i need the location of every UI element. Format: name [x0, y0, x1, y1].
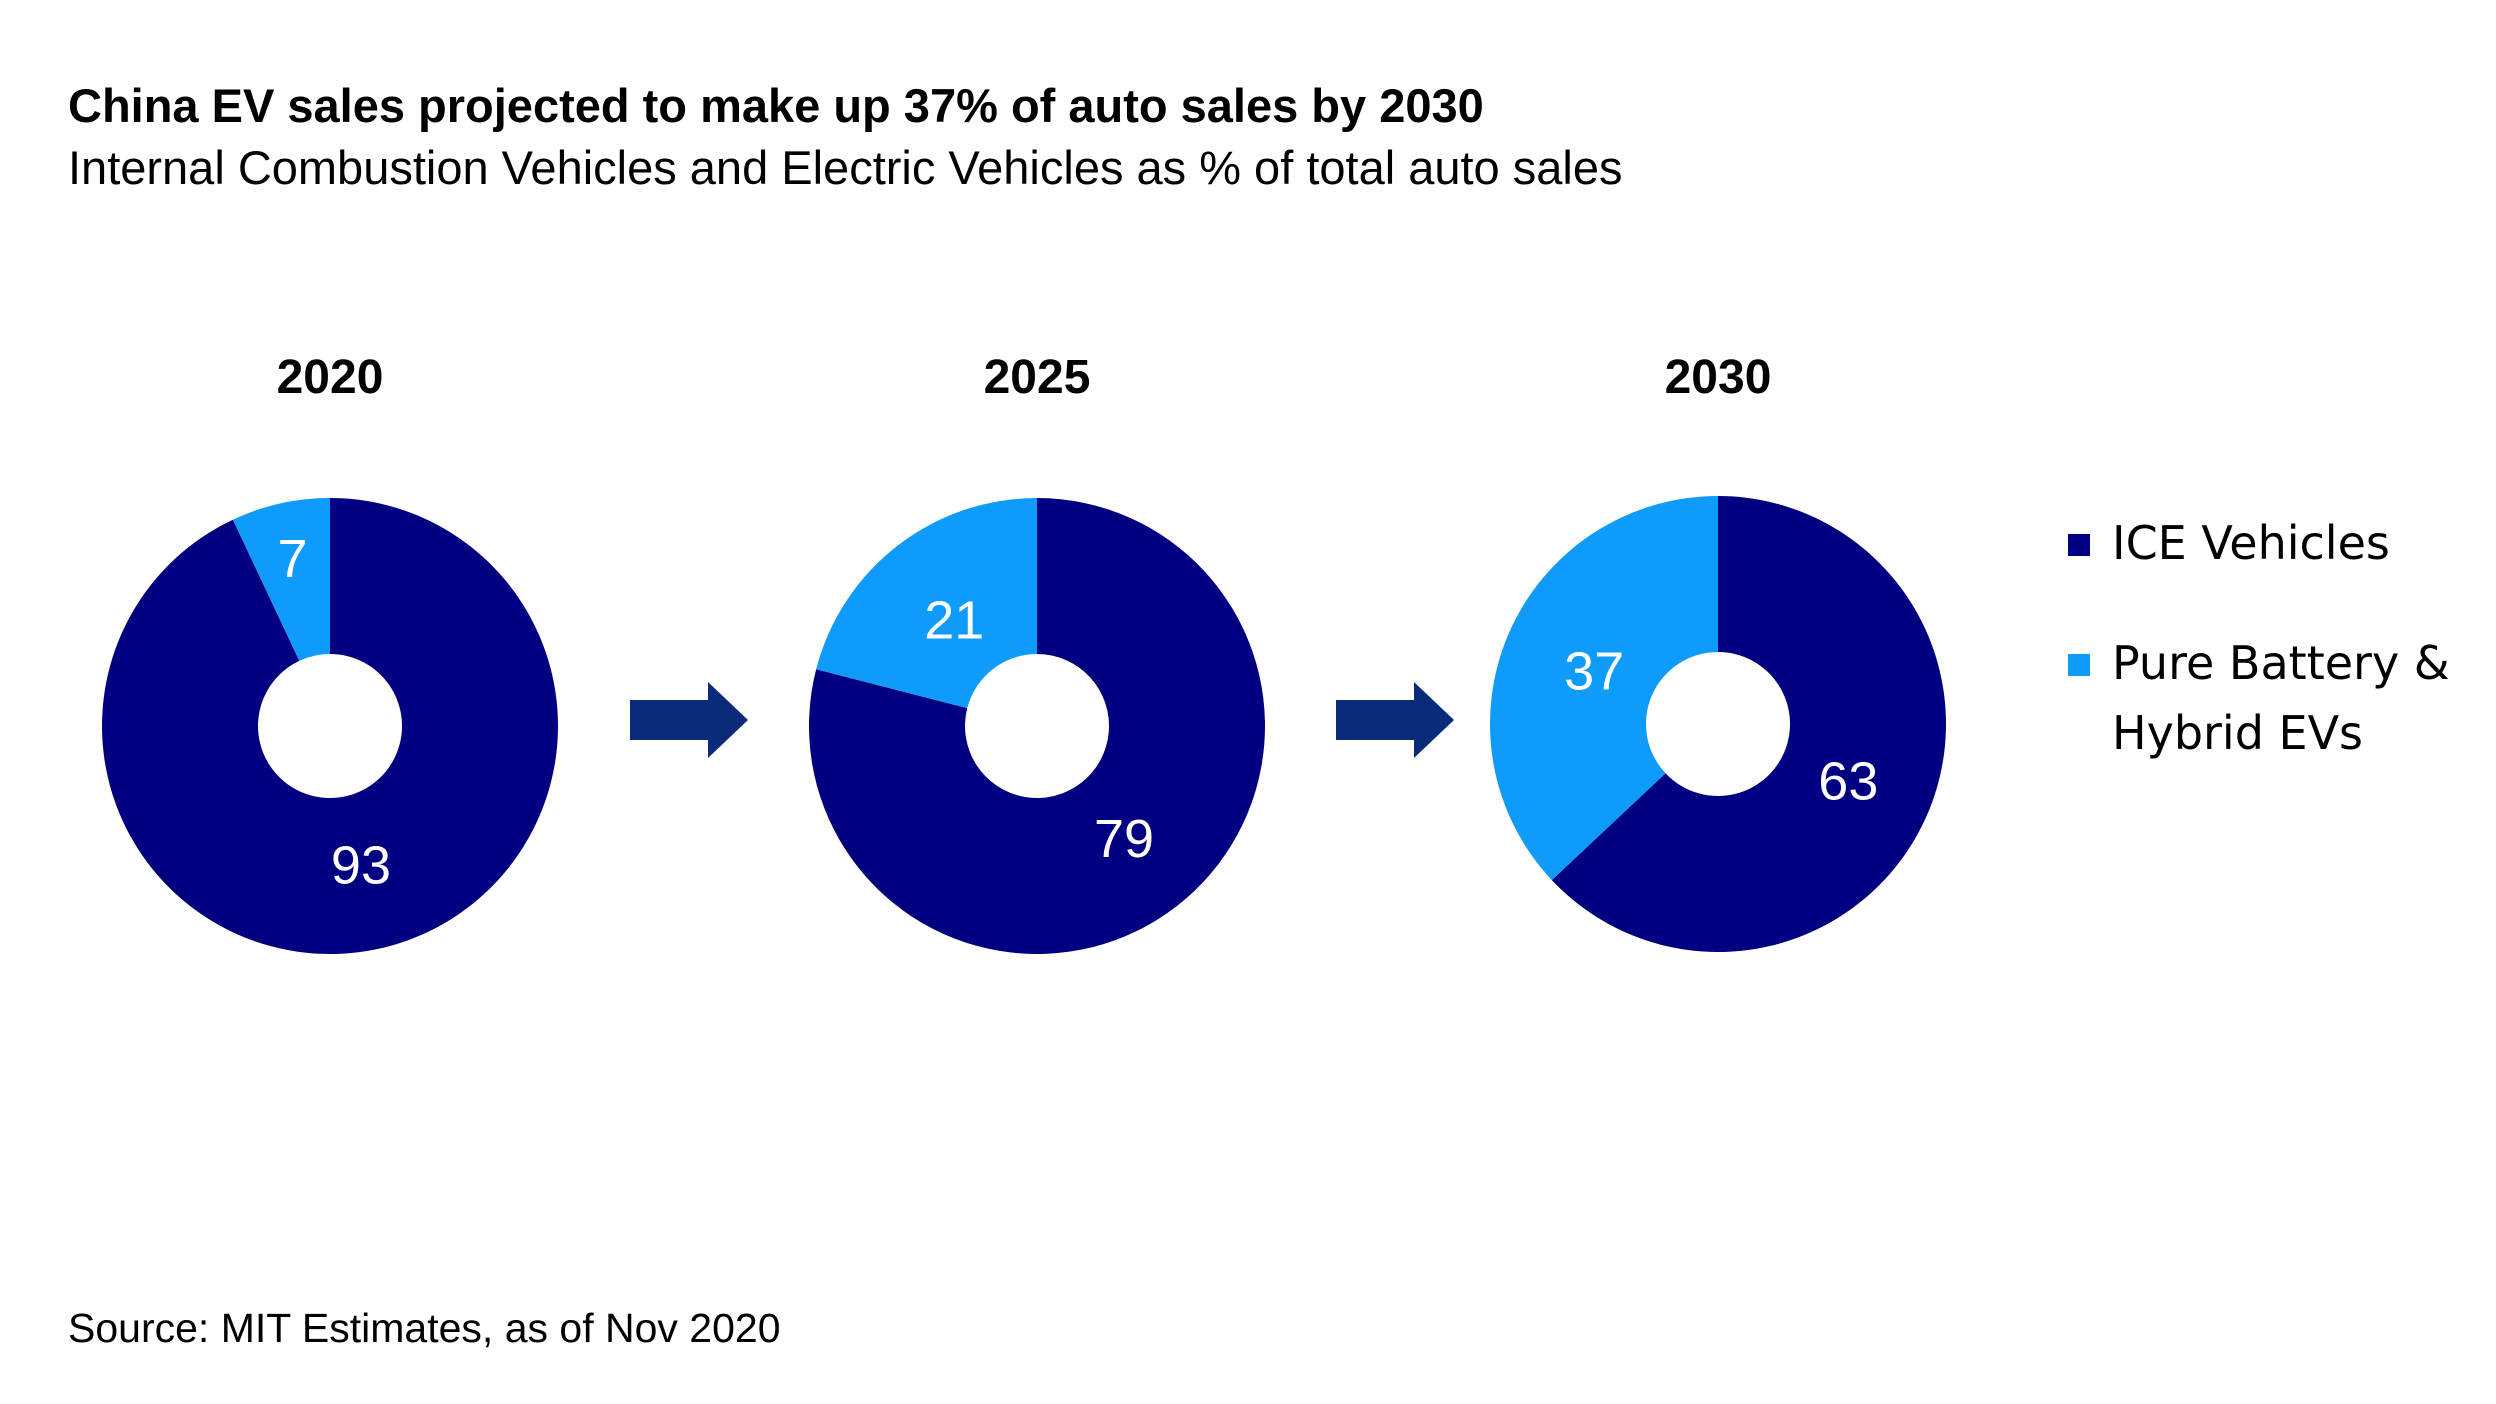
- data-label-ice-2020: 93: [331, 836, 391, 896]
- donut-title-2025: 2025: [984, 351, 1091, 404]
- slice-ice-2025: [808, 498, 1265, 954]
- slice-ice-2030: [1551, 496, 1946, 952]
- slice-ev-2025: [816, 497, 1037, 709]
- legend-item-ice: ICE Vehicles: [2068, 508, 2472, 578]
- legend-swatch-ice: [2068, 534, 2090, 556]
- right-arrow-icon: [630, 682, 748, 758]
- slice-ice-2020: [101, 498, 558, 955]
- slice-ev-2020: [232, 498, 330, 661]
- data-label-ice-2030: 63: [1818, 751, 1878, 811]
- data-label-ev-2025: 21: [924, 590, 984, 650]
- donut-2030: 2030 63 37: [1490, 351, 1946, 952]
- donut-2025: 2025 79 21: [808, 351, 1265, 954]
- data-label-ev-2020: 7: [277, 529, 307, 589]
- donut-title-2030: 2030: [1665, 351, 1772, 404]
- source-note: Source: MIT Estimates, as of Nov 2020: [68, 1305, 781, 1351]
- data-label-ev-2030: 37: [1564, 641, 1624, 701]
- legend-item-ev: Pure Battery & Hybrid EVs: [2068, 628, 2472, 768]
- legend: ICE Vehicles Pure Battery & Hybrid EVs: [2068, 508, 2472, 818]
- chart-title: China EV sales projected to make up 37% …: [68, 79, 1484, 132]
- legend-label-ice: ICE Vehicles: [2112, 516, 2390, 570]
- donut-title-2020: 2020: [277, 351, 384, 404]
- data-label-ice-2025: 79: [1094, 809, 1154, 869]
- right-arrow-icon: [1336, 682, 1454, 758]
- donut-2020: 2020 93 7: [101, 351, 558, 955]
- slice-ev-2030: [1490, 496, 1718, 881]
- chart-subtitle: Internal Combustion Vehicles and Electri…: [68, 141, 1623, 194]
- legend-swatch-ev: [2068, 654, 2090, 676]
- legend-label-ev: Pure Battery & Hybrid EVs: [2112, 636, 2450, 760]
